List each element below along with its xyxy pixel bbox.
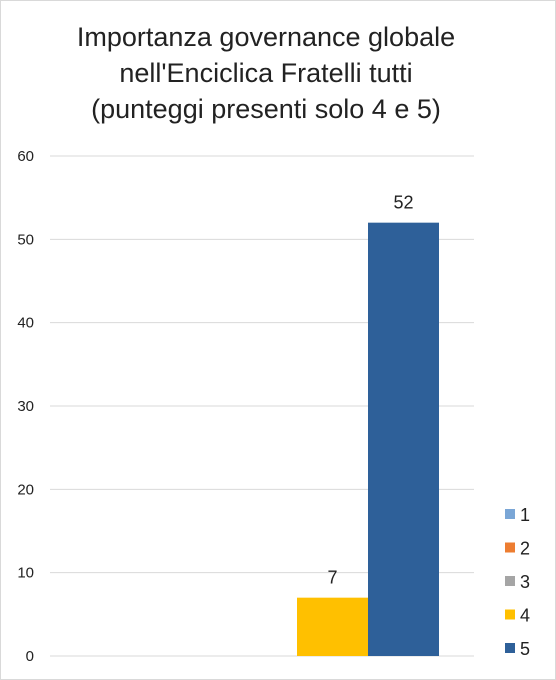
legend-label-1: 1 [520, 505, 530, 525]
y-tick-label-0: 0 [26, 648, 34, 665]
data-label-series-5: 52 [393, 193, 413, 213]
y-tick-label-20: 20 [17, 481, 34, 498]
chart-title: Importanza governance globale nell'Encic… [1, 19, 531, 127]
chart-title-line-3: (punteggi presenti solo 4 e 5) [91, 94, 441, 124]
legend-label-3: 3 [520, 572, 530, 592]
legend-swatch-5 [505, 643, 515, 653]
bar-series-4 [297, 597, 368, 656]
legend-label-2: 2 [520, 539, 530, 559]
y-tick-label-60: 60 [17, 148, 34, 165]
legend-swatch-3 [505, 576, 515, 586]
legend-swatch-1 [505, 509, 515, 519]
data-label-series-4: 7 [327, 568, 337, 588]
legend-swatch-2 [505, 542, 515, 553]
y-tick-label-40: 40 [17, 315, 34, 332]
bar-series-5 [368, 222, 439, 656]
legend-label-4: 4 [520, 606, 530, 626]
legend-swatch-4 [505, 609, 515, 620]
y-tick-label-50: 50 [17, 231, 34, 248]
legend-label-5: 5 [520, 639, 530, 659]
chart-title-line-2: nell'Enciclica Fratelli tutti [119, 58, 413, 88]
chart-title-line-1: Importanza governance globale [76, 22, 456, 52]
y-tick-label-10: 10 [17, 565, 34, 582]
y-tick-label-30: 30 [17, 398, 34, 415]
